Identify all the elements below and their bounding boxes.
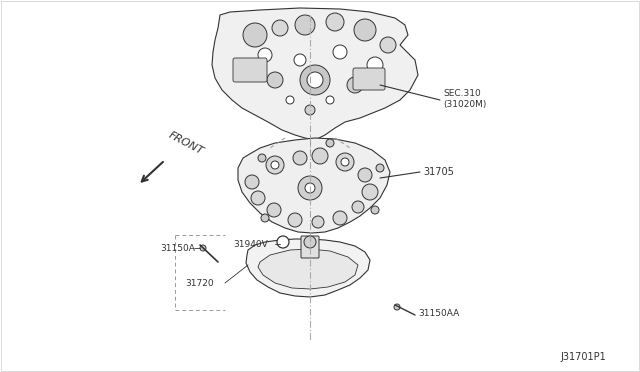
Circle shape	[271, 161, 279, 169]
Circle shape	[245, 175, 259, 189]
Circle shape	[298, 176, 322, 200]
Circle shape	[312, 148, 328, 164]
FancyBboxPatch shape	[301, 236, 319, 258]
Circle shape	[288, 213, 302, 227]
Polygon shape	[246, 239, 370, 297]
Circle shape	[371, 206, 379, 214]
Circle shape	[333, 45, 347, 59]
Circle shape	[326, 139, 334, 147]
Circle shape	[376, 164, 384, 172]
Circle shape	[261, 214, 269, 222]
Text: 31705: 31705	[423, 167, 454, 177]
Circle shape	[295, 15, 315, 35]
Polygon shape	[212, 8, 418, 140]
Circle shape	[358, 168, 372, 182]
Circle shape	[305, 105, 315, 115]
Circle shape	[326, 13, 344, 31]
Text: 31940V: 31940V	[233, 240, 268, 248]
Circle shape	[243, 23, 267, 47]
Text: 31150AA: 31150AA	[418, 308, 460, 317]
FancyBboxPatch shape	[233, 58, 267, 82]
Circle shape	[333, 211, 347, 225]
Circle shape	[336, 153, 354, 171]
Text: 31720: 31720	[185, 279, 214, 288]
Circle shape	[293, 151, 307, 165]
Circle shape	[380, 37, 396, 53]
Text: 31150A: 31150A	[160, 244, 195, 253]
Circle shape	[286, 96, 294, 104]
Circle shape	[267, 203, 281, 217]
Polygon shape	[258, 249, 358, 289]
Circle shape	[305, 183, 315, 193]
Circle shape	[352, 201, 364, 213]
Circle shape	[300, 65, 330, 95]
Circle shape	[258, 48, 272, 62]
Circle shape	[272, 20, 288, 36]
Polygon shape	[238, 138, 390, 233]
Circle shape	[394, 304, 400, 310]
Circle shape	[326, 96, 334, 104]
Circle shape	[347, 77, 363, 93]
Circle shape	[304, 236, 316, 248]
Circle shape	[267, 72, 283, 88]
Text: FRONT: FRONT	[167, 130, 205, 157]
Text: J31701P1: J31701P1	[560, 352, 605, 362]
Circle shape	[200, 245, 206, 251]
Circle shape	[362, 184, 378, 200]
Circle shape	[354, 19, 376, 41]
Circle shape	[294, 54, 306, 66]
Circle shape	[367, 57, 383, 73]
Circle shape	[258, 154, 266, 162]
Circle shape	[251, 191, 265, 205]
FancyBboxPatch shape	[353, 68, 385, 90]
Circle shape	[307, 72, 323, 88]
Circle shape	[312, 216, 324, 228]
Circle shape	[277, 236, 289, 248]
Circle shape	[266, 156, 284, 174]
Circle shape	[341, 158, 349, 166]
Text: SEC.310
(31020M): SEC.310 (31020M)	[443, 89, 486, 109]
